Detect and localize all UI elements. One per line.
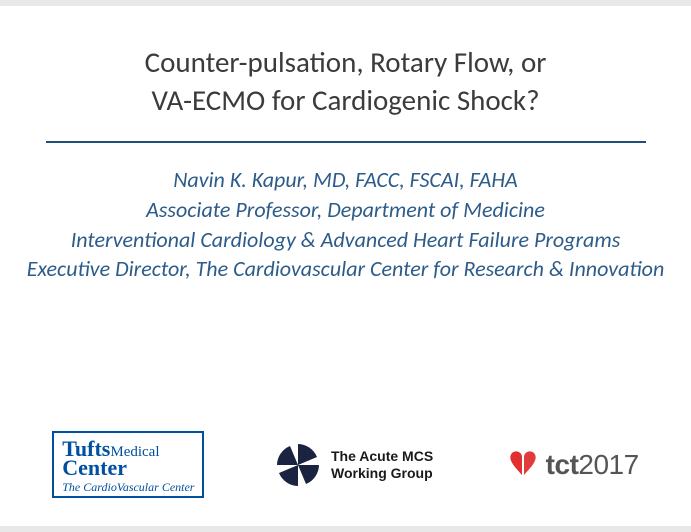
title-line-2: VA-ECMO for Cardiogenic Shock?: [30, 82, 661, 120]
author-name: Navin K. Kapur, MD, FACC, FSCAI, FAHA: [10, 165, 681, 195]
author-block: Navin K. Kapur, MD, FACC, FSCAI, FAHA As…: [0, 165, 691, 284]
title-line-1: Counter-pulsation, Rotary Flow, or: [30, 44, 661, 82]
author-position: Associate Professor, Department of Medic…: [10, 195, 681, 225]
heart-icon: [502, 445, 542, 485]
tufts-logo: TuftsMedical Center The CardioVascular C…: [52, 431, 204, 498]
mcs-logo-text: The Acute MCS Working Group: [331, 448, 433, 480]
tct-year: 2017: [578, 449, 638, 480]
title-block: Counter-pulsation, Rotary Flow, or VA-EC…: [0, 44, 691, 119]
author-department: Interventional Cardiology & Advanced Hea…: [10, 225, 681, 255]
title-divider: [46, 141, 646, 143]
mcs-text-line1: The Acute MCS: [331, 448, 433, 464]
tct-logo-text: tct2017: [546, 449, 639, 481]
presentation-slide: Counter-pulsation, Rotary Flow, or VA-EC…: [0, 6, 691, 526]
tufts-logo-text-3: The CardioVascular Center: [62, 481, 194, 493]
tct-label: tct: [546, 449, 579, 480]
pinwheel-icon: [273, 440, 323, 490]
tct-logo: tct2017: [502, 445, 639, 485]
tufts-logo-text-2: Center: [62, 457, 194, 479]
mcs-text-line2: Working Group: [331, 465, 433, 481]
author-role: Executive Director, The Cardiovascular C…: [10, 254, 681, 284]
mcs-logo: The Acute MCS Working Group: [273, 440, 433, 490]
logo-row: TuftsMedical Center The CardioVascular C…: [0, 431, 691, 498]
